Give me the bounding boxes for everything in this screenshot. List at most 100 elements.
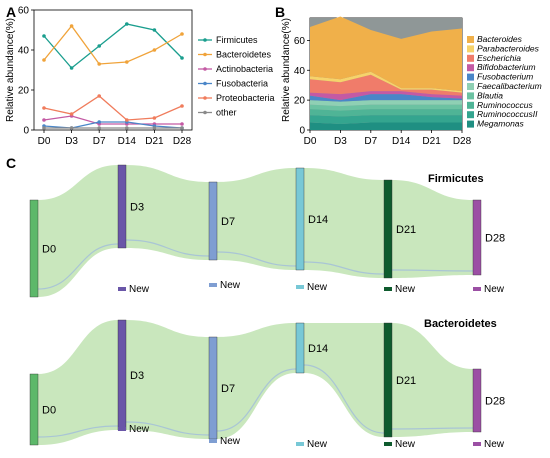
x-tick-label: D21 [145, 136, 164, 147]
data-point [152, 116, 157, 120]
legend-label: Fusobacterium [477, 72, 533, 82]
stacked-area [310, 104, 462, 111]
x-tick-label: D14 [392, 136, 411, 147]
data-point [42, 126, 46, 130]
stacked-area [310, 71, 462, 93]
y-axis-label: Relative abundance(%) [281, 18, 292, 122]
y-tick-label: 20 [294, 96, 306, 107]
series-line [43, 115, 182, 125]
legend-label: Faecalibacterium [477, 81, 542, 91]
y-tick-label: 20 [18, 86, 30, 97]
new-node [118, 427, 126, 431]
data-point [97, 94, 101, 98]
sankey-panel-c: Firmicutes D0 D3 New D7 New D14 New D21 New D28 New… [29, 164, 505, 450]
flow-stream [216, 251, 297, 267]
flow-band [126, 165, 209, 260]
data-point [152, 28, 157, 32]
flow-stream [303, 261, 385, 275]
legend-swatch [467, 120, 474, 128]
legend-swatch [467, 101, 474, 109]
legend-swatch [467, 83, 474, 90]
x-tick-label: D7 [93, 136, 106, 147]
legend-label: Parabacteroides [477, 43, 540, 53]
legend-label: Ruminococcus [477, 100, 533, 110]
sankey-node [472, 368, 482, 433]
flow-stream [37, 243, 119, 290]
legend-label: Bifidobacterium [477, 62, 536, 72]
legend-label: Bacteroidetes [216, 50, 272, 60]
new-node [296, 285, 304, 289]
y-tick-label: 0 [299, 126, 305, 137]
x-tick-label: D3 [334, 136, 347, 147]
series-line [43, 121, 183, 129]
legend-label: Proteobacteria [216, 93, 275, 103]
legend-swatch [467, 36, 474, 43]
node-label: D3 [130, 202, 144, 214]
new-node-label: New [395, 439, 416, 450]
y-tick-label: 0 [23, 126, 29, 137]
area-chart-panel-b: Relative abundance(%) 0 20 40 60 D0 D3 D7 D14 D2… [281, 16, 542, 147]
data-point [180, 56, 184, 60]
legend-swatch [467, 54, 474, 62]
stacked-area [310, 115, 462, 125]
y-tick-label: 60 [294, 36, 306, 47]
series-line [43, 95, 183, 121]
x-tick-label: D7 [364, 136, 377, 147]
sankey-node [208, 336, 218, 440]
new-node [384, 287, 392, 291]
new-node-label: New [307, 282, 328, 293]
data-point [180, 122, 184, 126]
sankey-node [383, 322, 393, 438]
node-label: D14 [308, 214, 328, 226]
legend-marker [203, 38, 207, 42]
data-point [69, 112, 74, 116]
node-label: D21 [396, 224, 416, 236]
stacked-area [310, 91, 462, 101]
legend-label: Fusobacteria [216, 79, 268, 89]
flow-band [304, 323, 384, 437]
sankey-node [295, 167, 305, 271]
x-tick-label: D0 [38, 136, 51, 147]
sankey-node [117, 319, 127, 431]
stacked-area [310, 16, 462, 92]
data-point [42, 106, 46, 110]
data-point [125, 22, 129, 26]
flow-stream [125, 239, 210, 257]
flow-stream [391, 427, 474, 430]
legend-label: Megamonas [477, 119, 525, 129]
node-label: D28 [485, 396, 505, 408]
y-tick-label: 60 [18, 6, 30, 17]
data-point [97, 44, 101, 48]
new-node [384, 442, 392, 446]
data-point [97, 62, 101, 66]
x-tick-label: D3 [65, 136, 78, 147]
sankey-node [208, 181, 218, 261]
node-label: D28 [485, 233, 505, 245]
data-point [125, 126, 129, 130]
node-label: D21 [396, 375, 416, 387]
new-node-label: New [484, 439, 505, 450]
legend-label: Bacteroides [477, 34, 523, 44]
data-point [180, 126, 184, 130]
data-point [69, 24, 74, 28]
node-label: D14 [308, 343, 328, 355]
new-node [473, 287, 481, 291]
sankey-node [472, 199, 482, 276]
new-node-label: New [220, 280, 241, 291]
sankey-node [383, 179, 393, 279]
node-label: D7 [221, 216, 235, 228]
stacked-area [310, 94, 462, 102]
sankey-node [29, 373, 39, 446]
data-point [152, 126, 157, 130]
sankey-title: Bacteroidetes [424, 318, 497, 330]
new-node-label: New [484, 284, 505, 295]
legend-label: Blautia [477, 90, 503, 100]
flow-stream [391, 269, 474, 272]
data-point [69, 126, 74, 130]
x-tick-label: D28 [453, 136, 472, 147]
new-node [296, 442, 304, 446]
plot-frame [33, 9, 193, 131]
legend-swatch [467, 111, 474, 119]
new-node-label: New [395, 284, 416, 295]
new-node-label: New [220, 436, 241, 447]
